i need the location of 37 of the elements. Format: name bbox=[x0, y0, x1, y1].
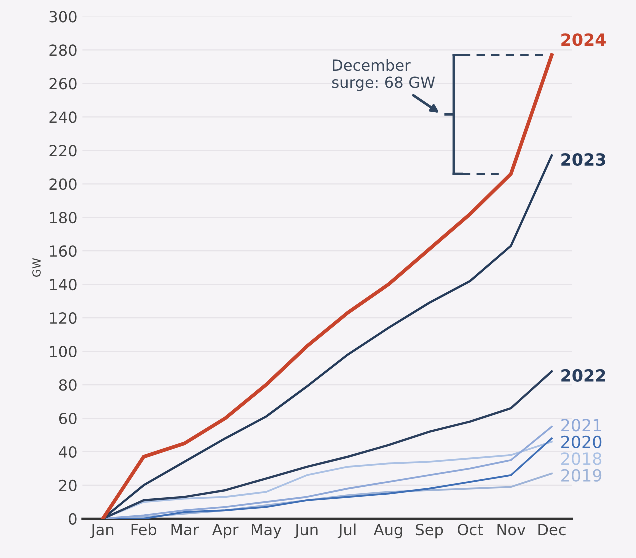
y-tick-label: 0 bbox=[69, 513, 77, 525]
y-tick-label: 80 bbox=[59, 379, 77, 392]
series-label: 2020 bbox=[562, 436, 602, 448]
x-tick-label: Mar bbox=[172, 524, 200, 536]
y-tick-label: 300 bbox=[50, 11, 77, 23]
y-axis-title: GW bbox=[32, 258, 41, 278]
series-label: 2019 bbox=[562, 469, 602, 482]
series-label: 2024 bbox=[562, 34, 606, 46]
y-tick-label: 100 bbox=[50, 346, 77, 358]
series-label: 2023 bbox=[562, 153, 606, 166]
y-tick-label: 60 bbox=[59, 412, 77, 425]
y-tick-label: 40 bbox=[59, 446, 77, 458]
y-tick-label: 160 bbox=[50, 246, 77, 258]
y-tick-label: 120 bbox=[50, 312, 77, 324]
series-label: 2022 bbox=[562, 369, 606, 382]
x-tick-label: Jul bbox=[338, 524, 356, 538]
x-tick-label: Jun bbox=[294, 524, 318, 538]
x-tick-label: Aug bbox=[374, 524, 402, 539]
y-tick-label: 200 bbox=[50, 178, 77, 190]
x-tick-label: Nov bbox=[498, 524, 526, 536]
x-tick-label: Sep bbox=[416, 524, 444, 539]
x-tick-label: Feb bbox=[132, 524, 157, 536]
y-tick-label: 220 bbox=[50, 145, 77, 157]
x-tick-label: Oct bbox=[458, 524, 484, 536]
y-tick-label: 260 bbox=[50, 78, 77, 90]
y-tick-label: 240 bbox=[50, 112, 77, 124]
x-tick-label: Jan bbox=[90, 524, 114, 538]
y-tick-label: 20 bbox=[59, 480, 77, 492]
x-tick-label: Dec bbox=[538, 524, 566, 536]
series-label: 2018 bbox=[562, 452, 602, 466]
series-label: 2021 bbox=[562, 419, 602, 432]
annotation: December surge: 68 GW bbox=[332, 59, 436, 92]
x-tick-label: Apr bbox=[212, 524, 239, 539]
y-tick-label: 280 bbox=[50, 44, 77, 56]
y-tick-label: 140 bbox=[50, 279, 77, 291]
y-tick-label: 180 bbox=[50, 212, 77, 224]
x-tick-label: May bbox=[252, 524, 282, 539]
